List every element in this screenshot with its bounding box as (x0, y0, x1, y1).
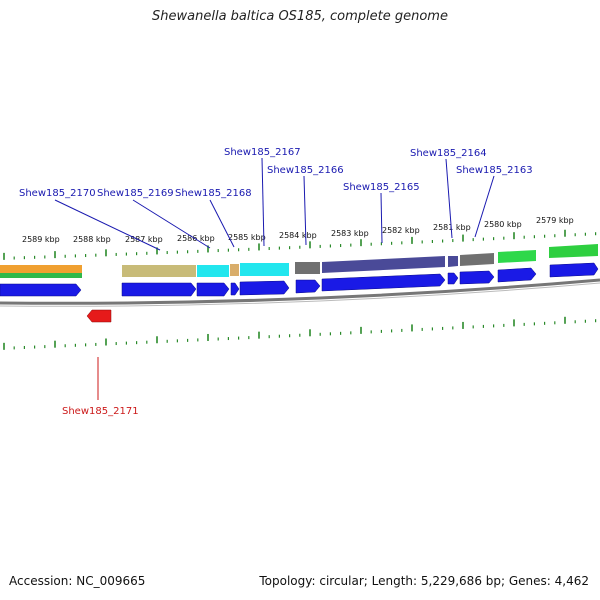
cds-arrow (121, 282, 197, 297)
lower-tick-marks (3, 316, 597, 350)
cds-arrow (239, 280, 290, 296)
cds-arrow (459, 270, 495, 285)
axis-label: 2583 kbp (331, 229, 369, 238)
axis-label: 2581 kbp (433, 223, 471, 232)
forward-cds-track (0, 262, 599, 297)
feature-bars (0, 244, 598, 278)
feature-bar-cyan (197, 265, 229, 277)
cds-arrow (295, 279, 321, 294)
feature-bar-indigo-2 (448, 256, 458, 267)
feature-bar-green (0, 273, 82, 278)
gene-label: Shew185_2164 (410, 148, 487, 159)
feature-bar-orange (0, 265, 82, 273)
gene-label: Shew185_2166 (267, 165, 344, 176)
feature-bar-green-3 (549, 244, 598, 258)
leader-line (54, 199, 161, 251)
leader-line (380, 192, 383, 244)
cds-arrow (196, 282, 230, 297)
leader-line (209, 199, 235, 248)
axis-label: 2580 kbp (484, 220, 522, 229)
feature-bar-cyan-2 (240, 263, 289, 276)
axis-labels: 2589 kbp 2588 kbp 2587 kbp 2586 kbp 2585… (22, 216, 574, 244)
genome-summary-text: Topology: circular; Length: 5,229,686 bp… (259, 574, 589, 588)
axis-label: 2585 kbp (228, 233, 266, 242)
map-title: Shewanella baltica OS185, complete genom… (152, 9, 448, 24)
cds-arrow (497, 267, 537, 283)
feature-bar-gray-2 (460, 253, 494, 266)
axis-label: 2589 kbp (22, 235, 60, 244)
gene-label: Shew185_2169 (97, 188, 174, 199)
gene-label: Shew185_2170 (19, 188, 96, 199)
gene-label: Shew185_2167 (224, 147, 301, 158)
axis-label: 2582 kbp (382, 226, 420, 235)
leader-line (261, 157, 265, 247)
axis-label: 2587 kbp (125, 235, 163, 244)
genome-backbone-shadow (0, 282, 600, 307)
axis-label: 2588 kbp (73, 235, 111, 244)
cds-arrow (447, 272, 459, 285)
gene-labels: Shew185_2170 Shew185_2169 Shew185_2168 S… (19, 147, 533, 417)
reverse-cds-arrow (86, 309, 112, 323)
gene-label: Shew185_2165 (343, 182, 420, 193)
axis-label: 2586 kbp (177, 234, 215, 243)
leader-line (445, 158, 453, 239)
leader-line (132, 199, 211, 249)
gene-label: Shew185_2168 (175, 188, 252, 199)
gene-leader-lines (54, 157, 495, 251)
axis-label: 2579 kbp (536, 216, 574, 225)
leader-line (474, 175, 495, 238)
genome-backbone (0, 278, 600, 305)
feature-bar-tan (230, 264, 239, 276)
cds-arrow (0, 283, 82, 297)
leader-line (303, 175, 307, 246)
gene-label: Shew185_2171 (62, 406, 139, 417)
feature-bar-gray (295, 262, 320, 274)
cds-arrow (230, 282, 240, 296)
axis-label: 2584 kbp (279, 231, 317, 240)
accession-text: Accession: NC_009665 (9, 574, 146, 588)
feature-bar-khaki (122, 265, 196, 277)
upper-tick-marks (3, 229, 597, 260)
feature-bar-indigo (322, 256, 445, 273)
feature-bar-green-2 (498, 250, 536, 263)
gene-label: Shew185_2163 (456, 165, 533, 176)
cds-arrow (321, 273, 446, 292)
cds-arrow (549, 262, 599, 278)
